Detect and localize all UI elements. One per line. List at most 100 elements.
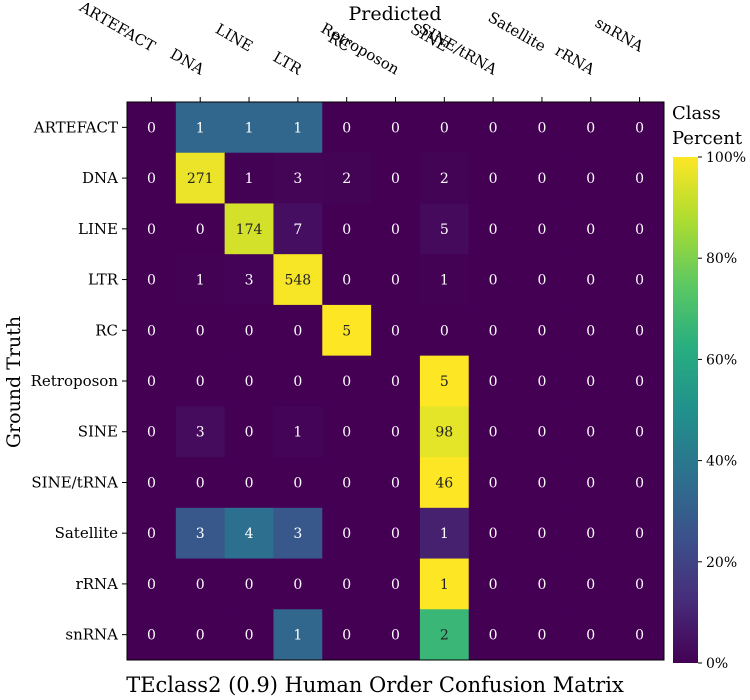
cell-value-label: 0 (196, 374, 205, 390)
heatmap-cell (566, 102, 616, 154)
heatmap-cell (468, 406, 519, 458)
colorbar: Class Percent 0% 20% 40% 60% 80% 100% (672, 103, 746, 672)
cell-value-label: 0 (147, 425, 156, 441)
heatmap-cell (371, 406, 421, 458)
cell-value-label: 0 (342, 425, 351, 441)
colorbar-title-line2: Percent (672, 128, 743, 149)
y-axis-ticks: ARTEFACT DNA LINE LTR RC Retroposon SINE SINE/t… (31, 118, 127, 644)
heatmap-cell (566, 609, 616, 661)
heatmap-cell (566, 457, 616, 509)
heatmap-cell (127, 355, 177, 407)
cell-value-label: 0 (635, 526, 644, 542)
cell-value-label: 3 (196, 526, 205, 542)
heatmap-cell (175, 609, 226, 661)
heatmap-cell (468, 457, 519, 509)
heatmap-cell (371, 558, 421, 610)
cell-value-label: 0 (489, 171, 498, 187)
cell-value-label: 0 (147, 577, 156, 593)
heatmap-cell (371, 507, 421, 560)
heatmap-cell (566, 304, 616, 357)
heatmap-cell (615, 304, 665, 357)
heatmap-cell (127, 254, 177, 306)
heatmap-cell (175, 102, 226, 154)
cell-value-label: 548 (284, 273, 311, 289)
cell-value-label: 0 (293, 374, 302, 390)
cell-value-label: 1 (196, 273, 205, 289)
cell-value-label: 5 (342, 323, 351, 339)
cell-value-label: 2 (342, 171, 351, 187)
heatmap-cell (566, 152, 616, 204)
heatmap-cell (419, 254, 470, 306)
cell-value-label: 0 (537, 628, 546, 644)
cell-value-label: 0 (489, 374, 498, 390)
cell-value-label: 5 (440, 222, 449, 238)
heatmap-cell (517, 406, 567, 458)
x-tick-label: snRNA (592, 14, 647, 56)
heatmap-cell (371, 254, 421, 306)
cell-value-label: 4 (245, 526, 254, 542)
heatmap-cell (127, 457, 177, 509)
heatmap-cell (273, 254, 323, 306)
colorbar-tick-label: 20% (706, 555, 737, 571)
heatmap-cell (419, 609, 470, 661)
heatmap-cell (224, 152, 274, 204)
cell-value-label: 1 (440, 526, 449, 542)
y-tick-label: RC (95, 321, 118, 339)
cell-value-label: 0 (196, 222, 205, 238)
heatmap-cell (517, 102, 567, 154)
cell-value-label: 0 (586, 475, 595, 491)
heatmap-cell (517, 254, 567, 306)
heatmap-cell (615, 102, 665, 154)
cell-value-label: 0 (391, 374, 400, 390)
cell-value-label: 0 (196, 628, 205, 644)
cell-value-label: 0 (635, 628, 644, 644)
cell-value-label: 0 (440, 120, 449, 136)
cell-value-label: 0 (489, 273, 498, 289)
cell-value-label: 0 (245, 425, 254, 441)
heatmap-cell (224, 102, 274, 154)
cell-value-label: 1 (245, 120, 254, 136)
cell-value-label: 3 (245, 273, 254, 289)
cell-value-label: 1 (293, 120, 302, 136)
heatmap-cell (224, 254, 274, 306)
cell-value-label: 0 (196, 475, 205, 491)
cell-value-label: 0 (440, 323, 449, 339)
cell-value-label: 1 (440, 577, 449, 593)
cell-value-label: 0 (489, 526, 498, 542)
cell-value-label: 0 (635, 374, 644, 390)
heatmap-cell (517, 457, 567, 509)
heatmap-cell (322, 406, 372, 458)
y-tick-label: rRNA (76, 575, 119, 593)
cell-value-label: 0 (586, 628, 595, 644)
cell-value-label: 0 (586, 273, 595, 289)
cell-value-label: 0 (537, 577, 546, 593)
cell-value-label: 0 (245, 323, 254, 339)
x-tick-label: rRNA (552, 42, 598, 79)
cell-value-label: 0 (196, 323, 205, 339)
heatmap-cell (273, 558, 323, 610)
cell-value-label: 0 (147, 171, 156, 187)
heatmap-cell (175, 558, 226, 610)
cell-value-label: 0 (391, 171, 400, 187)
cell-value-label: 0 (147, 526, 156, 542)
heatmap-cell (615, 558, 665, 610)
heatmap-cell (127, 203, 177, 255)
heatmap-cell (468, 203, 519, 255)
heatmap-cell (322, 102, 372, 154)
heatmap-cell (468, 152, 519, 204)
y-tick-label: ARTEFACT (33, 118, 118, 136)
heatmap-cell (419, 406, 470, 458)
cell-value-label: 0 (586, 323, 595, 339)
cell-value-label: 0 (635, 323, 644, 339)
cell-value-label: 0 (586, 526, 595, 542)
heatmap-cell (322, 152, 372, 204)
heatmap-cell (175, 406, 226, 458)
heatmap-cell (371, 457, 421, 509)
cell-value-label: 0 (391, 526, 400, 542)
heatmap-cell (468, 355, 519, 407)
x-tick-label: Satellite (485, 8, 549, 55)
heatmap-cell (419, 152, 470, 204)
heatmap-cell (468, 304, 519, 357)
cell-value-label: 0 (342, 475, 351, 491)
